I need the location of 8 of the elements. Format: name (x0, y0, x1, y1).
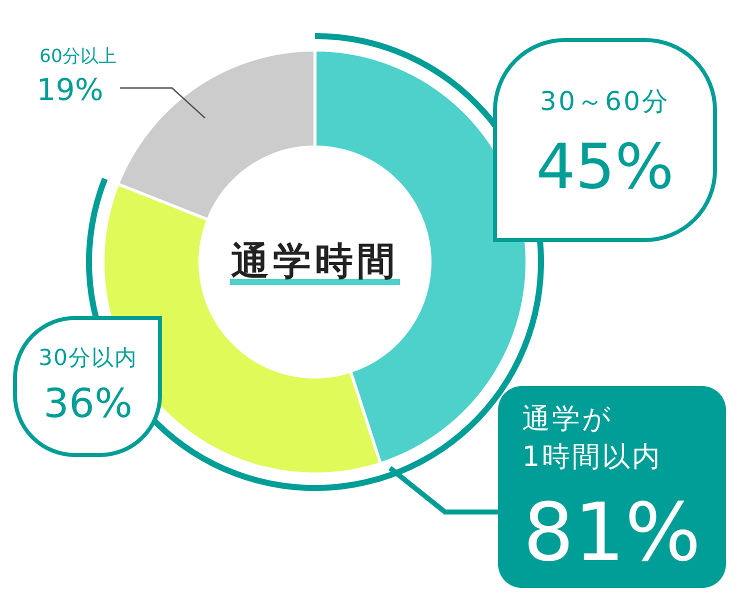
data-label: 45% (536, 130, 674, 203)
slice-label: 30分以内 (38, 346, 138, 371)
data-label: 19% (36, 73, 104, 108)
slice-label: 60分以上 (40, 46, 116, 67)
text: 通学が 1時間以内 81% (522, 402, 701, 579)
data-label: 36% (44, 381, 132, 427)
text: 通学時間 (231, 239, 399, 283)
slice-label: 30～60分 (540, 87, 670, 117)
